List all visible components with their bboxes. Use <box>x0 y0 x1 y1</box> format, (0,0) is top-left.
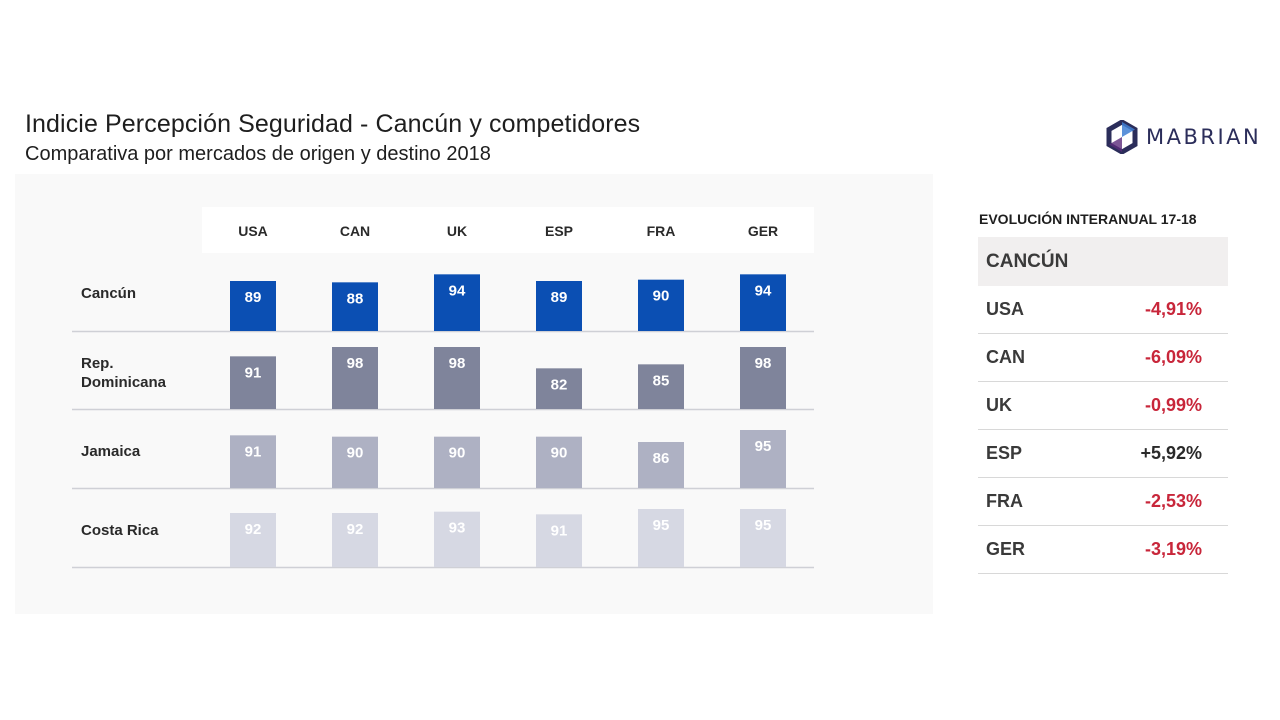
bar-value-label: 98 <box>755 355 772 372</box>
evolution-row: ESP +5,92% <box>978 430 1228 478</box>
bar-value-label: 94 <box>449 282 466 299</box>
evolution-row: UK -0,99% <box>978 382 1228 430</box>
evolution-market: USA <box>986 299 1025 319</box>
bar <box>536 368 582 409</box>
bar-value-label: 90 <box>653 288 670 305</box>
bar-value-label: 85 <box>653 372 670 389</box>
bar-value-label: 90 <box>449 445 466 462</box>
bar <box>434 347 480 409</box>
bar-value-label: 91 <box>551 522 568 539</box>
evolution-row: USA -4,91% <box>978 286 1228 334</box>
bar <box>536 281 582 331</box>
bar-value-label: 90 <box>347 445 364 462</box>
bar <box>638 279 684 331</box>
bar-value-label: 86 <box>653 450 670 467</box>
category-label: FRA <box>647 223 676 239</box>
bar <box>434 274 480 331</box>
evolution-market: FRA <box>986 491 1023 511</box>
bar <box>230 513 276 567</box>
evolution-value: -6,09% <box>1144 347 1202 367</box>
evolution-value: -4,91% <box>1144 299 1202 319</box>
bar <box>740 509 786 567</box>
bar <box>332 347 378 409</box>
bar-value-label: 89 <box>551 289 568 306</box>
category-label: ESP <box>545 223 573 239</box>
bar-value-label: 91 <box>245 443 262 460</box>
hexagon-logo-icon <box>1106 120 1138 154</box>
bar <box>434 436 480 488</box>
evolution-table: CANCÚN USA -4,91% CAN -6,09% UK -0,99% ESP +5,9… <box>978 237 1228 574</box>
evolution-market: GER <box>986 539 1026 559</box>
evolution-market: ESP <box>986 443 1023 463</box>
bar-chart: USA CAN UK ESP FRA GER Cancún 89 88 94 89 90 94 Rep. D… <box>72 207 814 569</box>
category-label: CAN <box>340 223 370 239</box>
bar <box>230 435 276 488</box>
bar-value-label: 98 <box>449 355 466 372</box>
evolution-panel: EVOLUCIÓN INTERANUAL 17-18 CANCÚN USA -4,… <box>942 181 1254 605</box>
bar-value-label: 95 <box>653 517 670 534</box>
bar-value-label: 92 <box>245 521 262 538</box>
bar <box>638 442 684 488</box>
evolution-row: FRA -2,53% <box>978 478 1228 526</box>
bar <box>230 356 276 409</box>
series-label: Jamaica <box>81 443 141 460</box>
category-label: GER <box>748 223 778 239</box>
bar <box>638 364 684 409</box>
evolution-value: +5,92% <box>1140 443 1202 463</box>
bar-value-label: 91 <box>245 364 262 381</box>
bar <box>332 436 378 488</box>
evolution-row: GER -3,19% <box>978 526 1228 574</box>
bar <box>638 509 684 567</box>
evolution-value: -2,53% <box>1144 491 1202 511</box>
bar-value-label: 94 <box>755 282 772 299</box>
series-label: Costa Rica <box>81 522 159 539</box>
page-subtitle: Comparativa por mercados de origen y des… <box>25 143 491 165</box>
series-label: Cancún <box>81 285 136 302</box>
evolution-market: CAN <box>986 347 1025 367</box>
category-label: USA <box>238 223 268 239</box>
series-label: Rep. Dominicana <box>81 355 167 391</box>
bar-value-label: 92 <box>347 521 364 538</box>
bar-value-label: 95 <box>755 517 772 534</box>
chart-panel: USA CAN UK ESP FRA GER Cancún 89 88 94 89 90 94 Rep. D… <box>15 174 933 614</box>
evolution-destination: CANCÚN <box>978 237 1228 286</box>
evolution-value: -0,99% <box>1144 395 1202 415</box>
bar-value-label: 93 <box>449 520 466 537</box>
bar <box>740 274 786 331</box>
brand-name: MABRIAN <box>1146 125 1262 149</box>
evolution-value: -3,19% <box>1144 539 1202 559</box>
bar <box>740 430 786 488</box>
evolution-title: EVOLUCIÓN INTERANUAL 17-18 <box>979 211 1197 227</box>
bar <box>536 514 582 567</box>
bar-value-label: 95 <box>755 438 772 455</box>
bar-value-label: 89 <box>245 289 262 306</box>
category-label: UK <box>447 223 467 239</box>
page-title: Indicie Percepción Seguridad - Cancún y … <box>25 110 641 138</box>
bar <box>536 436 582 488</box>
header-band <box>202 207 814 253</box>
bar <box>434 511 480 567</box>
bar <box>230 281 276 331</box>
bar-value-label: 90 <box>551 445 568 462</box>
bar-value-label: 82 <box>551 376 568 393</box>
bar <box>740 347 786 409</box>
bar <box>332 513 378 567</box>
evolution-market: UK <box>986 395 1012 415</box>
bar-value-label: 88 <box>347 290 364 307</box>
bar-value-label: 98 <box>347 355 364 372</box>
bar <box>332 282 378 331</box>
brand-logo: MABRIAN <box>1106 120 1261 154</box>
evolution-row: CAN -6,09% <box>978 334 1228 382</box>
